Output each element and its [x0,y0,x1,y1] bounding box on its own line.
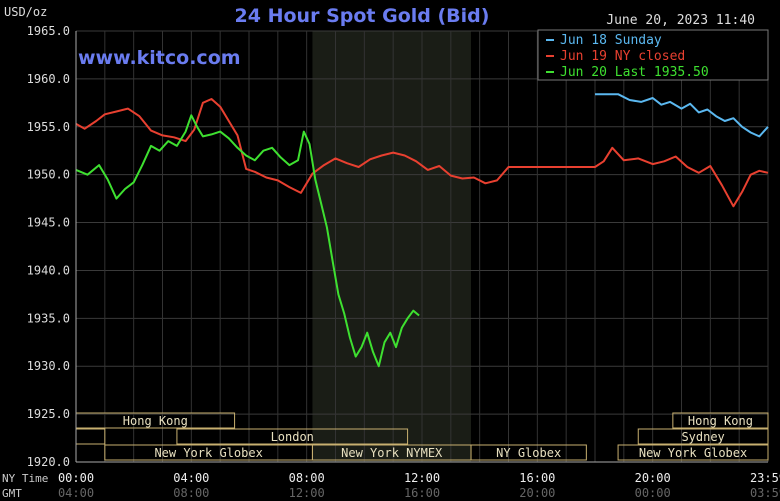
x-tick-label-gmt: 08:00 [173,486,209,500]
session-box: New York Globex [617,444,769,461]
chart-timestamp: June 20, 2023 11:40 [606,13,755,28]
session-box-outline [672,412,769,429]
x-tick-label-gmt: 04:00 [58,486,94,500]
y-tick-label: 1965.0 [27,24,70,38]
session-label: NY Globex [496,446,561,460]
series-line-2 [75,98,769,208]
y-tick-label: 1935.0 [27,311,70,325]
trading-sessions: Hong Kong London New York Globex New York N… [75,412,769,461]
legend-entry: Jun 20 Last 1935.50 [560,65,709,80]
x-tick-label-ny: 08:00 [289,471,325,485]
session-box-outline [617,444,769,461]
ny-time-axis-label: NY Time [2,472,48,485]
x-tick-label-ny: 04:00 [173,471,209,485]
session-box-outline [470,444,587,461]
y-tick-label: 1950.0 [27,168,70,182]
axes: 1920.0 1925.0 1930.0 1935.0 1940.0 1945.0 1950… [27,24,780,500]
session-box-outline [637,428,769,445]
session-box: NY Globex [470,444,587,461]
session-label: Sydney [681,430,724,444]
session-box: Sydney [637,428,769,445]
x-tick-label-gmt: 03:59 [750,486,780,500]
y-tick-label: 1930.0 [27,359,70,373]
session-label: London [271,430,314,444]
price-series [75,93,769,368]
session-box-outline [176,428,409,445]
x-tick-label-gmt: 16:00 [404,486,440,500]
y-axis-unit: USD/oz [4,5,47,19]
website-watermark: www.kitco.com [78,47,241,69]
session-box: London [176,428,409,445]
y-tick-label: 1940.0 [27,263,70,277]
x-tick-label-gmt: 20:00 [519,486,555,500]
x-tick-label-gmt: 00:00 [635,486,671,500]
x-tick-label-ny: 20:00 [635,471,671,485]
ny-session-highlight [312,31,472,462]
session-label: Hong Kong [123,414,188,428]
x-tick-label-ny: 16:00 [519,471,555,485]
y-tick-label: 1955.0 [27,120,70,134]
y-tick-label: 1945.0 [27,216,70,230]
gmt-axis-label: GMT [2,487,22,500]
session-label: Hong Kong [688,414,753,428]
y-tick-label: 1920.0 [27,455,70,469]
legend-entry: Jun 19 NY closed [560,49,685,64]
series-line-1 [595,93,769,138]
session-label: New York NYMEX [341,446,443,460]
y-tick-label: 1960.0 [27,72,70,86]
series-line-3 [75,114,420,368]
y-tick-label: 1925.0 [27,407,70,421]
x-tick-label-ny: 12:00 [404,471,440,485]
x-tick-label-ny: 23:59 [750,471,780,485]
session-label: New York Globex [154,446,262,460]
session-box: Hong Kong [672,412,769,429]
legend-entry: Jun 18 Sunday [560,33,662,48]
legend-box [537,29,769,81]
x-tick-label-gmt: 12:00 [289,486,325,500]
x-tick-label-ny: 00:00 [58,471,94,485]
session-label: New York Globex [639,446,747,460]
chart-title: 24 Hour Spot Gold (Bid) [235,5,490,27]
